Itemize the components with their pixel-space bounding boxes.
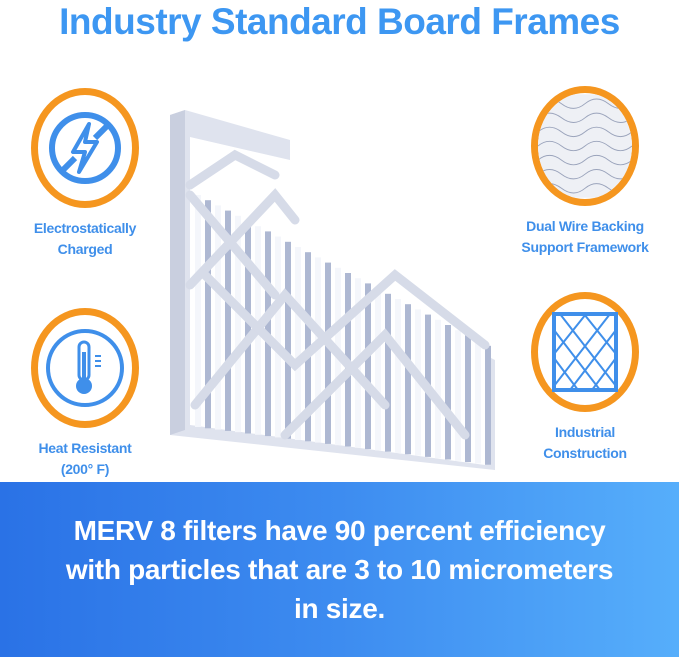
filter-pleat bbox=[235, 215, 241, 433]
filter-pleat bbox=[205, 200, 211, 429]
page-title: Industry Standard Board Frames bbox=[59, 1, 620, 42]
filter-pleat bbox=[285, 241, 291, 439]
wire-mesh-photo bbox=[538, 94, 632, 198]
filter-pleat bbox=[445, 325, 451, 460]
air-filter-illustration bbox=[170, 110, 495, 470]
feature-ring bbox=[531, 86, 639, 206]
filter-pleat bbox=[455, 330, 461, 461]
feature-label: Construction bbox=[543, 445, 627, 461]
filter-pleat bbox=[325, 262, 331, 444]
feature-ring bbox=[31, 308, 139, 428]
filter-pleat bbox=[385, 293, 391, 452]
thermometer-icon bbox=[46, 329, 124, 407]
feature-label: Industrial bbox=[554, 424, 615, 440]
feature-ring bbox=[31, 88, 139, 208]
feature-dual-wire: Dual Wire Backing Support Framework bbox=[500, 86, 670, 258]
filter-pleat bbox=[485, 345, 491, 465]
merv-info-banner: MERV 8 filters have 90 percent efficienc… bbox=[0, 482, 679, 657]
feature-label: (200° F) bbox=[60, 461, 110, 477]
filter-pleat bbox=[225, 210, 231, 431]
filter-pleat bbox=[365, 283, 371, 450]
banner-text: MERV 8 filters have 90 percent efficienc… bbox=[65, 515, 614, 624]
diamond-grid-frame-icon bbox=[552, 312, 618, 392]
feature-ring bbox=[531, 292, 639, 412]
filter-pleat bbox=[215, 205, 221, 430]
filter-pleat bbox=[375, 288, 381, 451]
filter-pleat bbox=[395, 299, 401, 453]
filter-pleat bbox=[435, 319, 441, 459]
filter-pleat bbox=[245, 221, 251, 434]
feature-industrial: Industrial Construction bbox=[500, 292, 670, 464]
filter-pleat bbox=[275, 236, 281, 438]
feature-heat-resistant: Heat Resistant (200° F) bbox=[0, 308, 170, 480]
no-static-bolt-icon bbox=[49, 112, 121, 184]
filter-pleat bbox=[295, 247, 301, 440]
feature-electrostatic: Electrostatically Charged bbox=[0, 88, 170, 260]
feature-label: Support Framework bbox=[521, 239, 649, 255]
filter-pleat bbox=[465, 335, 471, 463]
filter-pleat bbox=[405, 304, 411, 455]
feature-label: Charged bbox=[57, 241, 113, 257]
filter-pleat bbox=[305, 252, 311, 442]
feature-label: Electrostatically bbox=[33, 220, 137, 236]
filter-pleat bbox=[195, 195, 201, 427]
feature-label: Heat Resistant bbox=[38, 440, 132, 456]
feature-label: Dual Wire Backing bbox=[526, 218, 644, 234]
filter-pleat bbox=[475, 340, 481, 464]
